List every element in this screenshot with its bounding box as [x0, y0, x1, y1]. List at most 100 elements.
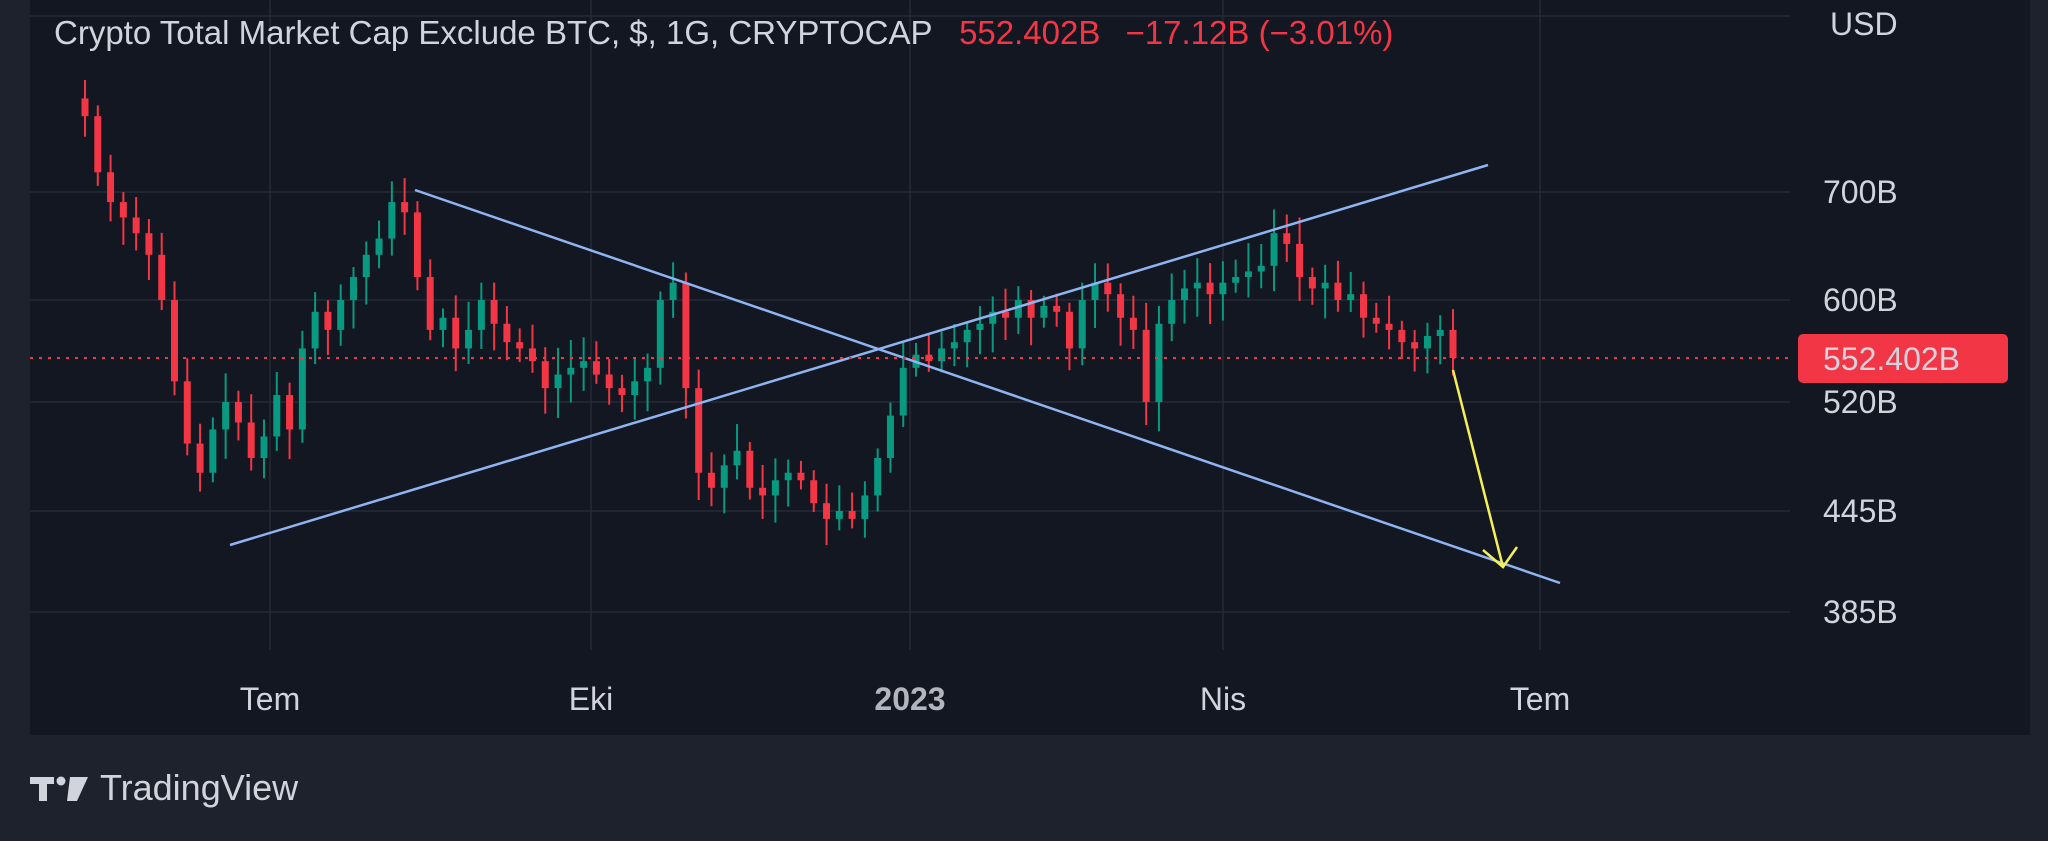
candle-body — [1372, 317, 1380, 324]
candle-body — [784, 472, 792, 481]
candle-body — [1193, 282, 1201, 289]
y-tick-label: 445B — [1823, 493, 1898, 529]
candle-body — [605, 374, 613, 389]
ascending-trendline[interactable] — [229, 163, 1489, 547]
candle-body — [669, 282, 677, 300]
candle-body — [1129, 317, 1137, 330]
candle-body — [81, 98, 89, 117]
candle-body — [899, 367, 907, 416]
candle-body — [1091, 282, 1099, 300]
candle-body — [260, 436, 268, 459]
candle-body — [362, 254, 370, 278]
candle-body — [349, 277, 357, 300]
price-change: −17.12B (−3.01%) — [1125, 14, 1394, 51]
candle-body — [1244, 271, 1252, 278]
y-tick-label: 385B — [1823, 594, 1898, 630]
footer: TradingView — [30, 760, 298, 816]
candle-body — [810, 480, 818, 504]
candle-body — [490, 300, 498, 324]
candle-body — [247, 422, 255, 459]
y-tick-label: 700B — [1823, 174, 1898, 210]
candle-body — [119, 202, 127, 218]
candle-body — [222, 402, 230, 430]
candle-body — [1436, 329, 1444, 336]
candle-body — [886, 415, 894, 459]
candle-body — [413, 212, 421, 278]
candle-body — [516, 342, 524, 349]
candle-body — [989, 311, 997, 324]
candle-body — [401, 202, 409, 213]
candle-body — [1078, 300, 1086, 349]
candle-body — [107, 172, 115, 203]
projection-arrow-head — [1482, 546, 1519, 569]
candle-body — [759, 487, 767, 496]
candle-body — [1040, 305, 1048, 318]
candle-body — [1398, 329, 1406, 343]
candle-body — [311, 311, 319, 349]
candle-body — [1053, 305, 1061, 312]
last-value: 552.402B — [959, 14, 1101, 51]
candle-body — [337, 300, 345, 330]
candle-body — [388, 202, 396, 239]
candle-body — [823, 503, 831, 519]
candle-body — [1002, 311, 1010, 318]
candle-body — [707, 472, 715, 488]
candle-body — [1155, 323, 1163, 402]
candle-body — [1168, 300, 1176, 324]
candle-body — [1360, 294, 1368, 318]
candle-body — [145, 233, 153, 255]
candle-body — [938, 348, 946, 362]
candle-body — [528, 348, 536, 362]
candle-body — [1014, 300, 1022, 318]
candle-body — [286, 395, 294, 430]
tradingview-logo-icon — [30, 776, 88, 801]
candle-body — [1270, 233, 1278, 266]
candle-body — [733, 450, 741, 466]
candle-body — [695, 388, 703, 473]
candle-body — [465, 329, 473, 349]
candle-body — [170, 300, 178, 382]
candle-body — [592, 361, 600, 375]
candle-body — [439, 317, 447, 330]
candle-body — [1219, 282, 1227, 295]
candle-body — [950, 342, 958, 349]
last-price-badge — [1798, 334, 2008, 383]
candle-body — [132, 217, 140, 234]
candle-body — [746, 450, 754, 488]
candle-body — [554, 374, 562, 389]
candle-body — [1385, 323, 1393, 330]
currency-label: USD — [1830, 6, 1898, 42]
candle-body — [183, 381, 191, 444]
candle-body — [874, 458, 882, 496]
candle-body — [797, 472, 805, 481]
projection-arrow[interactable] — [1451, 369, 1505, 568]
candle-body — [618, 388, 626, 396]
chart-panel[interactable]: 700B 600B 520B 445B 385B USD 552.402B Tem Eki 202… — [30, 0, 2030, 735]
candle-body — [1423, 335, 1431, 349]
last-price-badge-label: 552.402B — [1823, 341, 1960, 377]
symbol-title: Crypto Total Market Cap Exclude BTC, $, … — [54, 14, 932, 51]
y-tick-label: 520B — [1823, 384, 1898, 420]
x-tick-label: Nis — [1200, 681, 1246, 717]
candle-body — [1027, 300, 1035, 318]
candle-body — [1347, 294, 1355, 300]
candle-body — [477, 300, 485, 330]
brand-name: TradingView — [100, 767, 299, 808]
candlestick-chart[interactable]: 700B 600B 520B 445B 385B USD 552.402B Tem Eki 202… — [30, 0, 2030, 735]
candle-body — [631, 381, 639, 396]
candle-body — [541, 361, 549, 389]
candle-body — [234, 402, 242, 423]
descending-trendline[interactable] — [414, 188, 1561, 585]
candle-body — [273, 395, 281, 437]
candle-body — [771, 480, 779, 496]
candle-body — [1257, 265, 1265, 272]
candle-body — [1232, 277, 1240, 283]
x-tick-label: Tem — [240, 681, 300, 717]
candle-body — [835, 511, 843, 519]
candle-body — [1104, 282, 1112, 295]
candle-body — [1142, 329, 1150, 402]
candle-body — [1283, 233, 1291, 244]
candle-body — [452, 317, 460, 349]
candle-body — [567, 367, 575, 375]
candle-body — [925, 354, 933, 362]
